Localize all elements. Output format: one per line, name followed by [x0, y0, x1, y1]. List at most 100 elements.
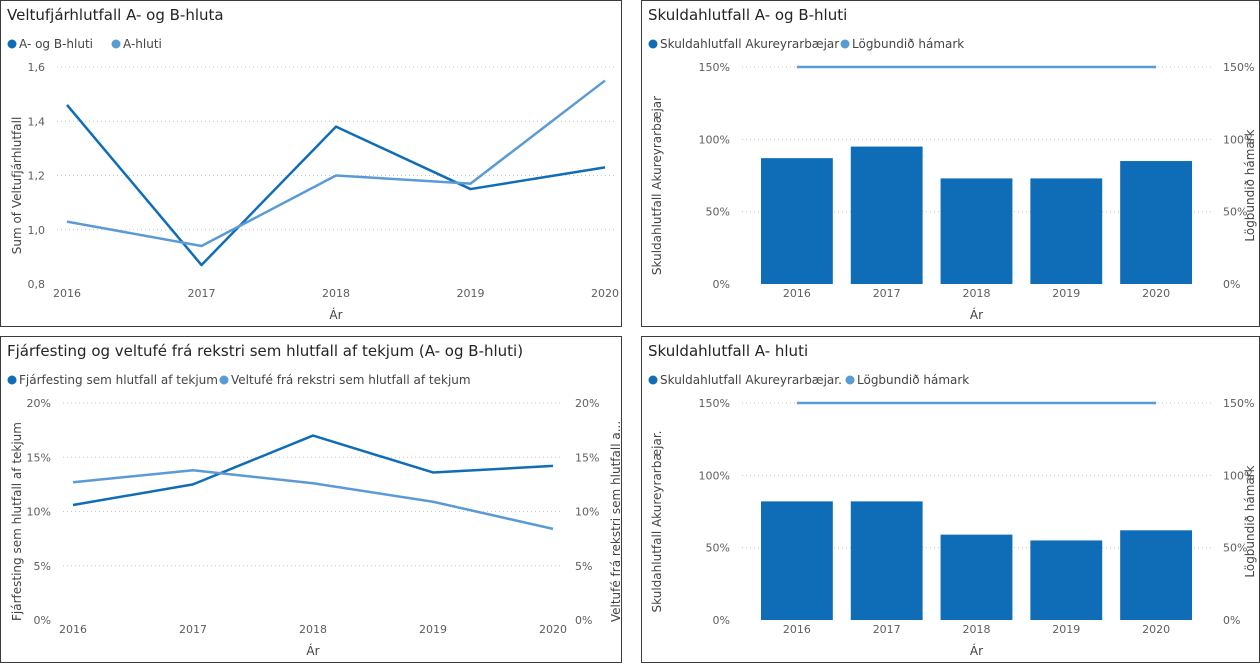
- y2-tick-label: 100%: [1223, 133, 1254, 146]
- series-line: [66, 104, 606, 267]
- y-tick-label: 0%: [713, 278, 730, 291]
- y-tick-label: 0%: [713, 614, 730, 627]
- y2-tick-label: 15%: [575, 451, 599, 464]
- legend-marker: [840, 39, 850, 49]
- x-tick-label: 2019: [419, 623, 447, 636]
- y2-tick-label: 50%: [1223, 206, 1247, 219]
- x-tick-label: 2017: [873, 287, 901, 300]
- y-tick-label: 50%: [706, 542, 730, 555]
- x-tick-label: 2017: [179, 623, 207, 636]
- chart-fjarfesting: Fjárfesting og veltufé frá rekstri sem h…: [7, 342, 623, 658]
- legend-label: A-hluti: [123, 37, 162, 51]
- y-tick-label: 0,8: [28, 278, 46, 291]
- y2-tick-label: 150%: [1223, 397, 1254, 410]
- x-tick-label: 2018: [322, 287, 350, 300]
- bar: [1120, 161, 1193, 284]
- bar: [1120, 530, 1193, 620]
- x-axis-label: Ár: [306, 643, 319, 658]
- y-tick-label: 100%: [699, 469, 730, 482]
- legend-label: A- og B-hluti: [19, 37, 93, 51]
- bar: [760, 501, 833, 620]
- y-tick-label: 1,6: [28, 61, 46, 74]
- x-tick-label: 2020: [591, 287, 619, 300]
- x-tick-label: 2019: [1052, 623, 1080, 636]
- x-tick-label: 2016: [53, 287, 81, 300]
- legend-label: Skuldahlutfall Akureyrarbæjar.: [660, 373, 842, 387]
- panel-veltufjarhlutfall: Veltufjárhlutfall A- og B-hluta A- og B-h…: [0, 0, 622, 327]
- x-tick-label: 2019: [457, 287, 485, 300]
- bar: [760, 158, 833, 284]
- y2-axis-label: Veltufé frá rekstri sem hlutfall a...: [609, 421, 623, 622]
- chart-title: Skuldahlutfall A- hluti: [648, 342, 808, 360]
- y2-tick-label: 10%: [575, 506, 599, 519]
- x-tick-label: 2016: [59, 623, 87, 636]
- x-tick-label: 2018: [299, 623, 327, 636]
- chart-veltufjarhlutfall: Veltufjárhlutfall A- og B-hluta A- og B-h…: [7, 6, 619, 322]
- chart-title: Fjárfesting og veltufé frá rekstri sem h…: [7, 342, 523, 360]
- x-tick-label: 2017: [188, 287, 216, 300]
- x-axis-label: Ár: [329, 307, 342, 322]
- chart-skuldahlutfall-a: Skuldahlutfall A- hluti Skuldahlutfall Ak…: [648, 342, 1257, 658]
- y2-tick-label: 0%: [1223, 614, 1240, 627]
- y-tick-label: 10%: [27, 506, 51, 519]
- bar: [850, 146, 923, 284]
- x-tick-label: 2020: [539, 623, 567, 636]
- y2-axis-label: Lögbundið hámark: [1243, 129, 1257, 241]
- y2-tick-label: 0%: [1223, 278, 1240, 291]
- y2-tick-label: 0%: [575, 614, 592, 627]
- chart-title: Skuldahlutfall A- og B-hluti: [648, 6, 847, 24]
- series-line: [72, 469, 554, 531]
- y-tick-label: 100%: [699, 133, 730, 146]
- y-tick-label: 50%: [706, 206, 730, 219]
- y-tick-label: 20%: [27, 397, 51, 410]
- legend-marker: [648, 375, 658, 385]
- y2-tick-label: 5%: [575, 560, 592, 573]
- y-tick-label: 15%: [27, 451, 51, 464]
- y-axis-label: Fjárfesting sem hlutfall af tekjum: [10, 422, 24, 621]
- chart-title: Veltufjárhlutfall A- og B-hluta: [7, 6, 224, 24]
- panel-fjarfesting: Fjárfesting og veltufé frá rekstri sem h…: [0, 336, 623, 663]
- bar: [1030, 178, 1103, 284]
- x-tick-label: 2018: [963, 623, 991, 636]
- y2-tick-label: 100%: [1223, 469, 1254, 482]
- y2-axis-label: Lögbundið hámark: [1243, 465, 1257, 577]
- bar: [940, 178, 1013, 284]
- y-tick-label: 1,4: [28, 115, 46, 128]
- x-axis-label: Ár: [970, 307, 983, 322]
- x-tick-label: 2020: [1142, 623, 1170, 636]
- x-axis-label: Ár: [970, 643, 983, 658]
- y-tick-label: 1,2: [28, 170, 46, 183]
- bar: [940, 534, 1013, 620]
- y-tick-label: 150%: [699, 397, 730, 410]
- y-tick-label: 1,0: [28, 224, 46, 237]
- legend-label: Lögbundið hámark: [852, 37, 964, 51]
- y2-tick-label: 20%: [575, 397, 599, 410]
- legend-marker: [111, 39, 121, 49]
- y-axis-label: Sum of Veltufjárhlutfall: [10, 117, 24, 255]
- legend-label: Fjárfesting sem hlutfall af tekjum: [19, 373, 218, 387]
- y2-tick-label: 150%: [1223, 61, 1254, 74]
- legend-marker: [7, 39, 17, 49]
- legend-marker: [845, 375, 855, 385]
- bar: [1030, 540, 1103, 620]
- x-tick-label: 2016: [783, 623, 811, 636]
- y2-tick-label: 50%: [1223, 542, 1247, 555]
- legend-marker: [219, 375, 229, 385]
- series-line: [72, 434, 554, 507]
- panel-skuldahlutfall-ab: Skuldahlutfall A- og B-hluti Skuldahlutfa…: [641, 0, 1260, 327]
- y-axis-label: Skuldahlutfall Akureyrarbæjar: [650, 96, 664, 275]
- x-tick-label: 2018: [963, 287, 991, 300]
- bar: [850, 501, 923, 620]
- legend-label: Lögbundið hámark: [857, 373, 969, 387]
- chart-skuldahlutfall-ab: Skuldahlutfall A- og B-hluti Skuldahlutfa…: [648, 6, 1257, 322]
- legend-label: Veltufé frá rekstri sem hlutfall af tekj…: [231, 373, 471, 387]
- legend-label: Skuldahlutfall Akureyrarbæjar: [660, 37, 839, 51]
- y-tick-label: 150%: [699, 61, 730, 74]
- x-tick-label: 2016: [783, 287, 811, 300]
- y-tick-label: 5%: [34, 560, 51, 573]
- panel-skuldahlutfall-a: Skuldahlutfall A- hluti Skuldahlutfall Ak…: [641, 336, 1260, 663]
- legend-marker: [7, 375, 17, 385]
- y-tick-label: 0%: [34, 614, 51, 627]
- x-tick-label: 2019: [1052, 287, 1080, 300]
- legend-marker: [648, 39, 658, 49]
